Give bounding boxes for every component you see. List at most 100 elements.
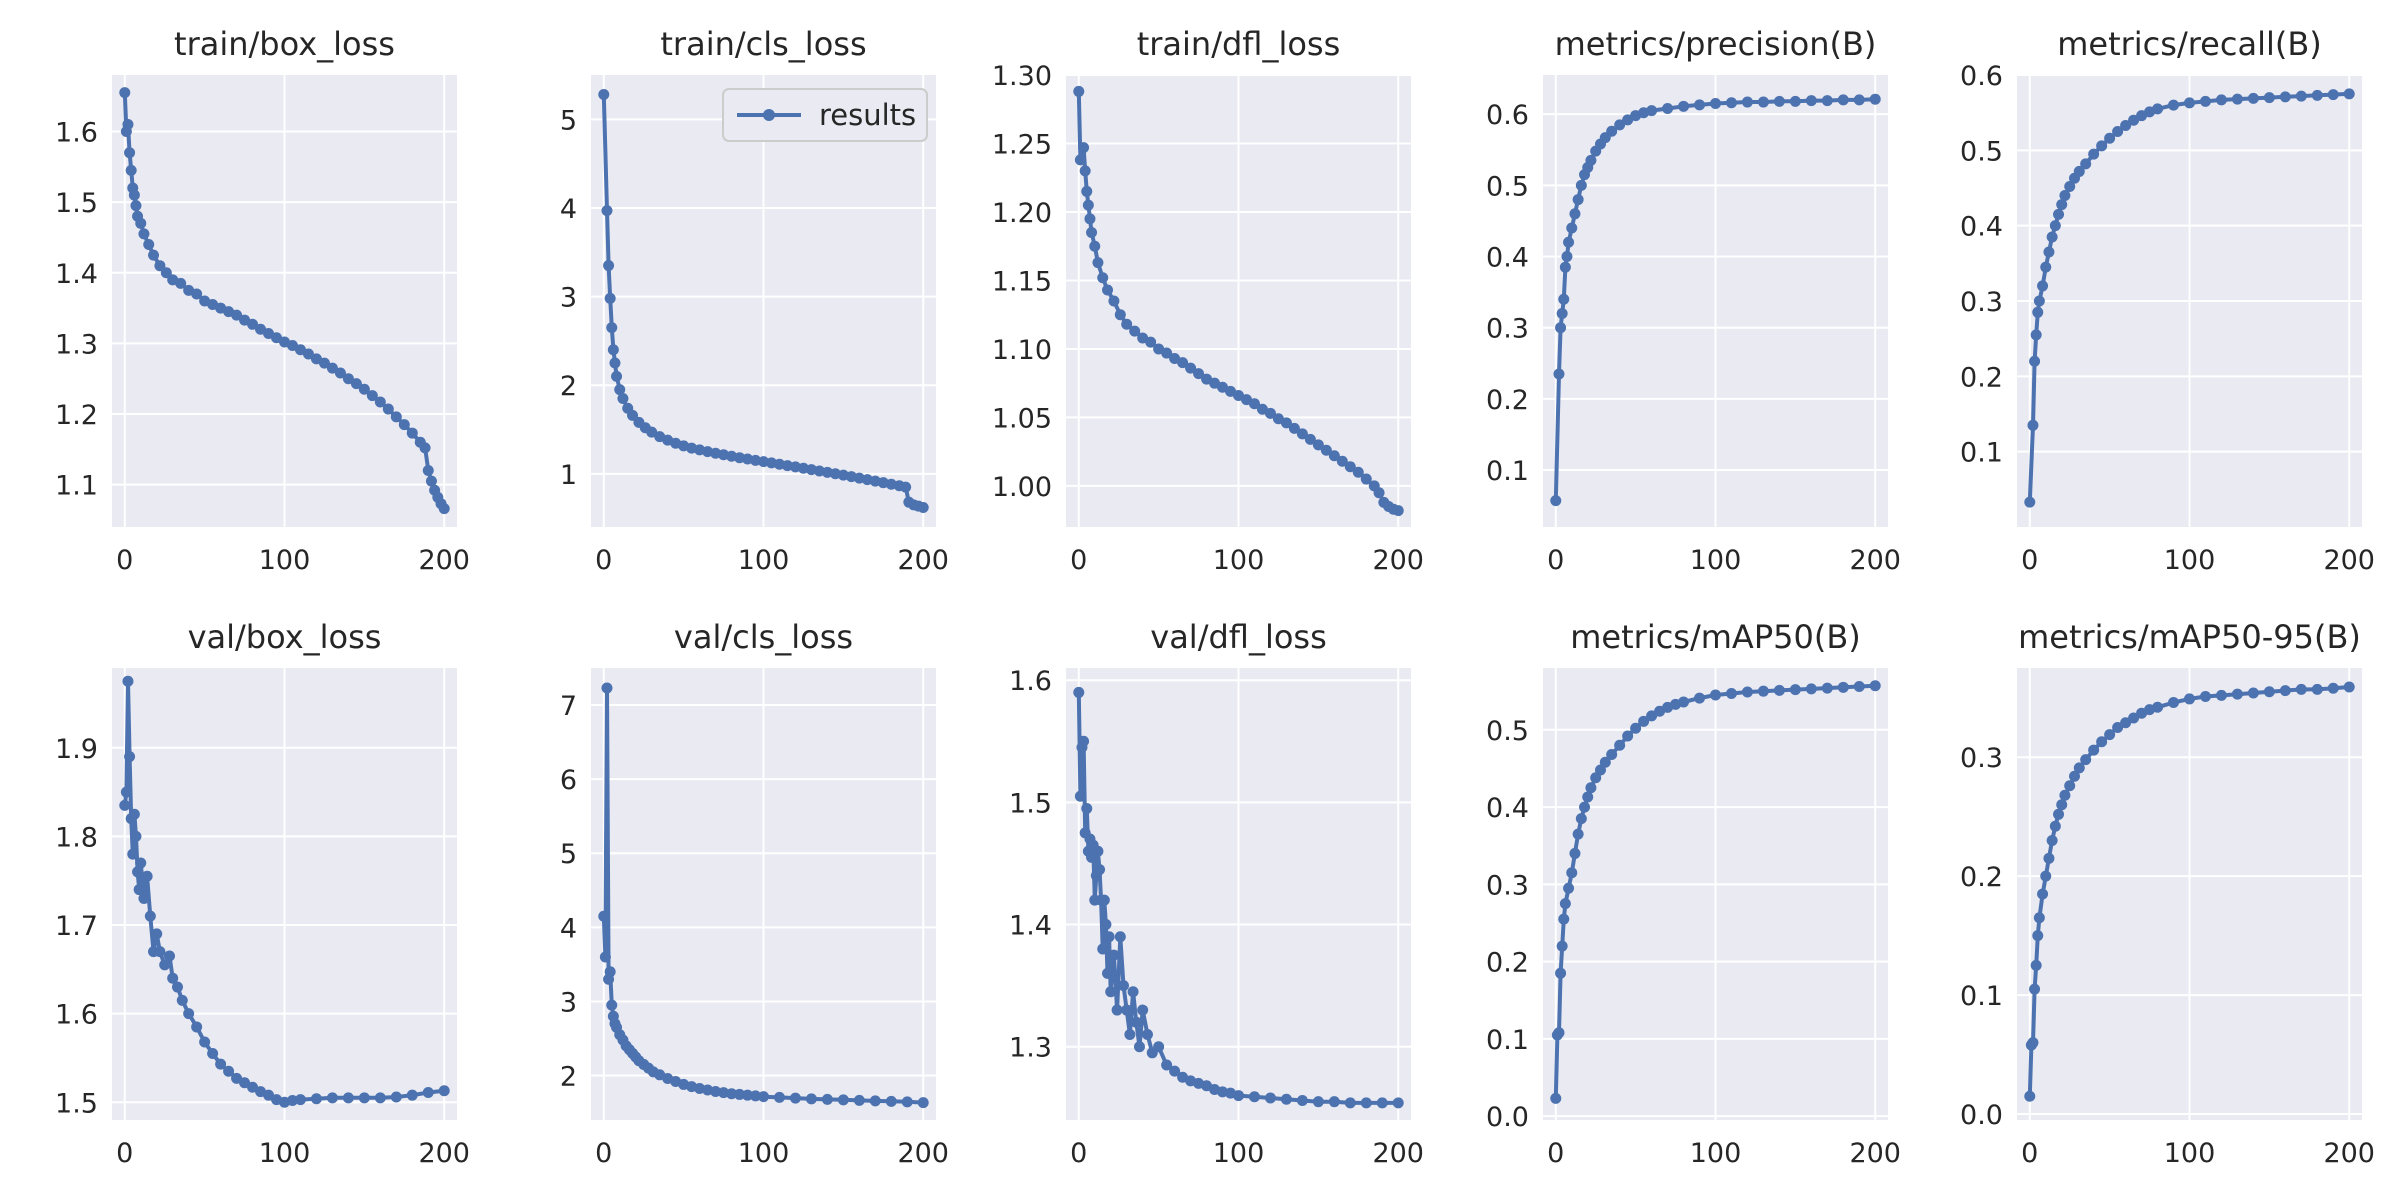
y-tick-label: 1.2 [55,400,98,431]
data-point [176,994,188,1006]
data-point [2032,306,2044,318]
data-point [1264,407,1276,419]
y-tick-label: 1.6 [55,118,98,149]
data-point [425,475,437,487]
data-point [1328,1096,1340,1108]
data-point [1102,967,1114,979]
data-point [1092,845,1104,857]
data-point [2049,220,2061,232]
series-line [1553,683,1876,1099]
subplot-title: val/dfl_loss [1150,618,1327,656]
data-point [160,267,172,279]
data-point [609,357,621,369]
y-tick-label: 1.4 [1009,911,1052,942]
data-point [151,928,163,940]
data-point [599,951,611,963]
data-point [2088,744,2100,756]
data-point [247,318,259,330]
x-tick-label: 100 [1213,1138,1265,1169]
data-point [2120,119,2132,131]
data-point [1121,1004,1133,1016]
data-point [2024,496,2036,508]
data-point [183,1008,195,1020]
data-point [1805,95,1817,107]
data-point [2037,280,2049,292]
data-point [1837,94,1849,106]
legend-marker [763,109,775,121]
subplot-title: metrics/recall(B) [2057,25,2322,63]
data-point [2311,683,2323,695]
data-point [1121,318,1133,330]
data-point [1599,756,1611,768]
data-point [1630,722,1642,734]
x-tick-label: 100 [738,1138,790,1169]
x-tick-label: 0 [1070,1138,1087,1169]
data-point [1092,257,1104,269]
legend: results [722,88,928,142]
data-point [1572,194,1584,206]
data-point [1296,428,1308,440]
data-point [1296,1094,1308,1106]
y-tick-label: 1.10 [992,335,1052,366]
y-tick-label: 1.8 [55,822,98,853]
data-point [1081,185,1093,197]
legend-box [722,88,928,142]
data-point [1555,322,1567,334]
y-tick-label: 0.5 [1486,171,1529,202]
y-tick-label: 1.6 [1009,666,1052,697]
data-point [2043,852,2055,864]
data-point [438,1085,450,1097]
data-point [159,959,171,971]
data-point [2043,246,2055,258]
data-point [1161,1059,1173,1071]
subplot-5: metrics/recall(B) 0.1 0.2 0.3 0.4 0.5 0.6 0 100 2… [1960,25,2375,576]
data-point [2104,132,2116,144]
data-point [154,946,166,958]
y-tick-label: 0.2 [1960,362,2003,393]
data-point [120,786,132,798]
data-point [1280,1093,1292,1105]
data-point [869,1095,881,1107]
data-point [1114,309,1126,321]
data-point [773,1091,785,1103]
subplot-title: val/box_loss [188,618,382,656]
data-point [1710,97,1721,109]
subplot-1: train/box_loss 1.1 1.2 1.3 1.4 1.5 1.6 0 100 200 [55,25,470,576]
x-tick-label: 100 [2164,1138,2216,1169]
data-point [1344,1097,1356,1109]
data-point [119,87,131,99]
data-point [2215,94,2227,106]
data-point [606,999,618,1011]
x-tick-label: 200 [2323,545,2375,576]
data-point [1137,1004,1149,1016]
data-point [1558,293,1570,305]
data-point [1145,336,1157,348]
y-tick-label: 4 [560,913,577,944]
y-tick-label: 3 [560,987,577,1018]
data-point [2231,688,2243,700]
data-point [1563,236,1575,248]
data-point [1124,1028,1136,1040]
x-tick-label: 100 [1690,545,1742,576]
data-point [128,189,140,201]
subplot-title: train/cls_loss [660,25,866,63]
data-point [1559,898,1571,910]
data-point [406,1089,418,1101]
data-point [1392,505,1404,517]
data-point [125,164,137,176]
data-point [2037,888,2049,900]
data-point [1606,125,1618,137]
data-point [604,292,616,304]
data-point [1100,919,1112,931]
data-point [128,808,140,820]
data-point [148,249,160,261]
data-point [1773,684,1785,696]
data-point [1614,739,1626,751]
data-point [601,682,613,694]
data-point [302,348,314,360]
data-point [2033,912,2045,924]
x-tick-label: 100 [259,545,311,576]
data-point [2343,88,2355,100]
x-tick-label: 100 [2164,545,2216,576]
data-point [2059,190,2071,202]
